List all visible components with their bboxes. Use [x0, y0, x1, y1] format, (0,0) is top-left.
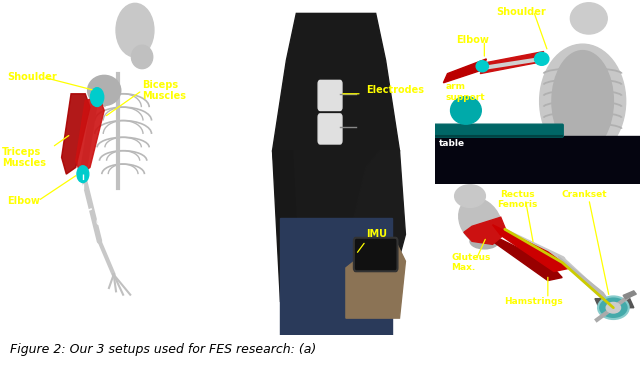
- Text: Elbow: Elbow: [456, 35, 488, 46]
- Polygon shape: [435, 136, 640, 184]
- Circle shape: [90, 88, 104, 106]
- Polygon shape: [273, 13, 399, 218]
- Text: Rectus
Femoris: Rectus Femoris: [497, 190, 538, 209]
- Polygon shape: [346, 241, 406, 318]
- Ellipse shape: [552, 50, 613, 152]
- Text: Hamstrings: Hamstrings: [504, 297, 563, 306]
- Ellipse shape: [540, 44, 626, 158]
- Circle shape: [454, 185, 485, 208]
- Text: Crankset: Crankset: [562, 190, 607, 199]
- Text: Shoulder: Shoulder: [7, 72, 57, 82]
- FancyBboxPatch shape: [434, 124, 563, 137]
- Bar: [623, 291, 636, 299]
- Text: c: c: [623, 6, 632, 21]
- Ellipse shape: [131, 45, 153, 69]
- Polygon shape: [280, 218, 392, 335]
- Ellipse shape: [570, 3, 607, 34]
- Text: Triceps
Muscles: Triceps Muscles: [3, 146, 46, 168]
- Circle shape: [598, 296, 628, 319]
- Polygon shape: [493, 225, 568, 272]
- Circle shape: [451, 96, 481, 124]
- Polygon shape: [61, 94, 90, 174]
- FancyBboxPatch shape: [318, 114, 342, 144]
- Text: table: table: [439, 139, 465, 148]
- Text: Electrodes: Electrodes: [366, 85, 424, 95]
- Text: d: d: [621, 188, 632, 204]
- Text: b: b: [417, 10, 428, 25]
- Polygon shape: [76, 97, 104, 174]
- Polygon shape: [595, 299, 634, 308]
- Text: arm
support: arm support: [445, 82, 485, 102]
- Polygon shape: [444, 59, 486, 83]
- Circle shape: [476, 61, 488, 72]
- Ellipse shape: [88, 75, 121, 106]
- Ellipse shape: [470, 234, 499, 249]
- Circle shape: [606, 302, 621, 313]
- Polygon shape: [558, 256, 609, 302]
- Polygon shape: [346, 151, 406, 318]
- Ellipse shape: [459, 198, 502, 245]
- Text: $\theta$: $\theta$: [95, 214, 104, 228]
- Circle shape: [534, 53, 549, 66]
- Circle shape: [77, 166, 89, 183]
- Polygon shape: [273, 151, 300, 301]
- Polygon shape: [486, 232, 562, 280]
- Text: a: a: [217, 10, 227, 25]
- Ellipse shape: [116, 3, 154, 57]
- Text: Elbow: Elbow: [7, 196, 40, 206]
- Polygon shape: [480, 52, 544, 74]
- Text: Gluteus
Max.: Gluteus Max.: [452, 253, 491, 272]
- Text: Shoulder: Shoulder: [497, 7, 546, 17]
- Text: Figure 2: Our 3 setups used for FES research: (a): Figure 2: Our 3 setups used for FES rese…: [10, 343, 316, 356]
- Text: IMU: IMU: [366, 229, 387, 240]
- Text: Biceps
Muscles: Biceps Muscles: [142, 79, 186, 101]
- FancyBboxPatch shape: [354, 238, 397, 271]
- Polygon shape: [464, 217, 507, 244]
- FancyBboxPatch shape: [318, 80, 342, 110]
